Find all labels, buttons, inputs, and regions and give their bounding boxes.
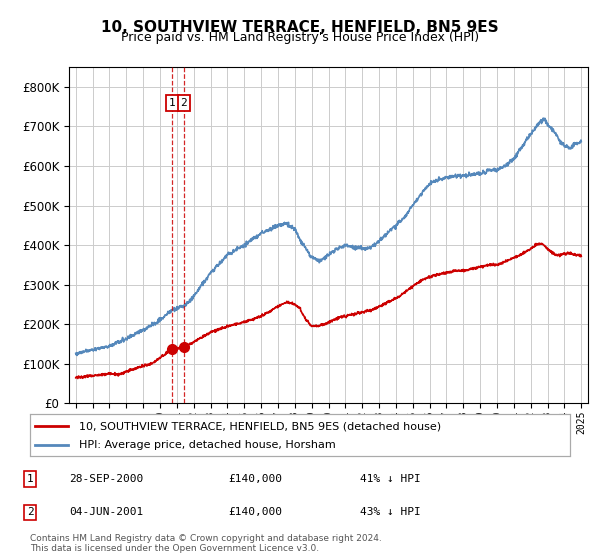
Text: Price paid vs. HM Land Registry's House Price Index (HPI): Price paid vs. HM Land Registry's House … (121, 31, 479, 44)
Text: 41% ↓ HPI: 41% ↓ HPI (360, 474, 421, 484)
Text: 1: 1 (26, 474, 34, 484)
Text: 1: 1 (169, 98, 176, 108)
Text: 04-JUN-2001: 04-JUN-2001 (69, 507, 143, 517)
Text: 2: 2 (181, 98, 187, 108)
Text: £140,000: £140,000 (228, 507, 282, 517)
Text: 10, SOUTHVIEW TERRACE, HENFIELD, BN5 9ES: 10, SOUTHVIEW TERRACE, HENFIELD, BN5 9ES (101, 20, 499, 35)
Text: 43% ↓ HPI: 43% ↓ HPI (360, 507, 421, 517)
Text: 10, SOUTHVIEW TERRACE, HENFIELD, BN5 9ES (detached house): 10, SOUTHVIEW TERRACE, HENFIELD, BN5 9ES… (79, 421, 441, 431)
Text: 28-SEP-2000: 28-SEP-2000 (69, 474, 143, 484)
Text: 2: 2 (26, 507, 34, 517)
Text: Contains HM Land Registry data © Crown copyright and database right 2024.
This d: Contains HM Land Registry data © Crown c… (30, 534, 382, 553)
Text: £140,000: £140,000 (228, 474, 282, 484)
Text: HPI: Average price, detached house, Horsham: HPI: Average price, detached house, Hors… (79, 440, 335, 450)
